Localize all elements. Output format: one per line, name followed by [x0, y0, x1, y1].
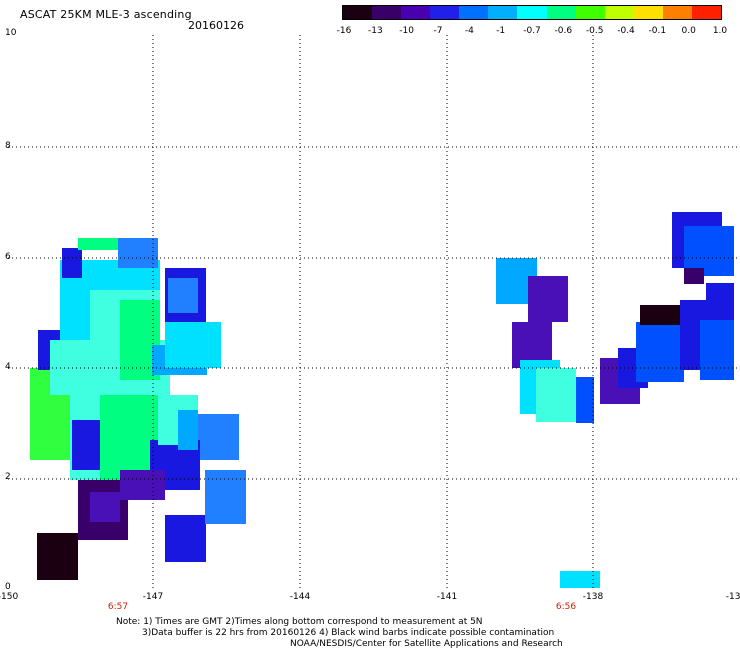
colorbar-segment [662, 6, 693, 19]
wind-cell [78, 238, 120, 250]
colorbar-tick-label: -16 [336, 26, 352, 36]
colorbar-tick-label: -0.1 [648, 26, 667, 36]
colorbar-segment [691, 6, 722, 19]
wind-cell [684, 268, 704, 284]
wind-cell [576, 377, 594, 423]
colorbar-segment [459, 6, 489, 19]
wind-cell [62, 248, 82, 278]
colorbar-tick-label: -0.7 [523, 26, 541, 36]
wind-cell [560, 571, 600, 588]
colorbar-tick-label: 0.0 [681, 26, 696, 36]
x-axis-label: -135 [725, 592, 740, 602]
footnote-line-1: Note: 1) Times are GMT 2)Times along bot… [116, 617, 483, 627]
colorbar-tick-label: -0.4 [617, 26, 635, 36]
wind-cell [528, 276, 568, 322]
colorbar-segment [546, 6, 577, 19]
colorbar-segment [575, 6, 606, 19]
map-title: ASCAT 25KM MLE-3 ascending [20, 8, 192, 21]
colorbar-segment [633, 6, 664, 19]
colorbar-tick-label: 1.0 [712, 26, 728, 36]
wind-cell [640, 305, 680, 325]
wind-cell [196, 414, 239, 460]
y-axis-label: 8 [5, 141, 11, 151]
wind-cell [120, 470, 165, 500]
colorbar-tick-label: -0.5 [585, 26, 604, 36]
colorbar-segment [430, 6, 460, 19]
time-label-right: 6:56 [555, 602, 577, 612]
wind-cell [165, 322, 221, 368]
x-axis-label: -141 [436, 592, 458, 602]
footnote-line-3: NOAA/NESDIS/Center for Satellite Applica… [290, 639, 563, 649]
wind-cell [37, 533, 78, 580]
colorbar-tick-label: -7 [433, 26, 443, 36]
y-axis-label: 10 [5, 28, 17, 38]
x-axis-label: -147 [142, 592, 164, 602]
colorbar-segment [604, 6, 635, 19]
wind-cell [636, 322, 684, 382]
wind-cell [706, 283, 734, 313]
wind-cell [205, 470, 246, 524]
colorbar-segment [488, 6, 518, 19]
colorbar-tick-label: -0.6 [554, 26, 573, 36]
y-axis-label: 0 [5, 582, 11, 592]
y-axis-label: 6 [5, 252, 11, 262]
wind-cell [165, 515, 206, 562]
wind-cell [536, 368, 576, 422]
colorbar-tick-label: -1 [496, 26, 506, 36]
y-axis-label: 4 [5, 362, 11, 372]
map-plot-area [8, 35, 740, 588]
x-axis-label: -144 [289, 592, 311, 602]
wind-cell [90, 492, 120, 522]
colorbar-segment [372, 6, 402, 19]
footnote-line-2: 3)Data buffer is 22 hrs from 20160126 4)… [142, 628, 555, 638]
x-axis-label: -138 [582, 592, 604, 602]
wind-cell [700, 320, 734, 380]
wind-cell [178, 410, 198, 450]
colorbar-segment [343, 6, 373, 19]
wind-cell [118, 238, 158, 268]
time-label-left: 6:57 [107, 602, 129, 612]
map-date: 20160126 [188, 19, 244, 32]
colorbar-segment [401, 6, 431, 19]
wind-cell [168, 278, 198, 313]
x-axis-label: -150 [0, 592, 19, 602]
colorbar-tick-label: -13 [367, 26, 383, 36]
colorbar [342, 5, 722, 20]
colorbar-segment [517, 6, 548, 19]
y-axis-label: 2 [5, 472, 11, 482]
wind-cell [684, 226, 734, 276]
colorbar-tick-label: -4 [464, 26, 474, 36]
colorbar-tick-label: -10 [399, 26, 415, 36]
